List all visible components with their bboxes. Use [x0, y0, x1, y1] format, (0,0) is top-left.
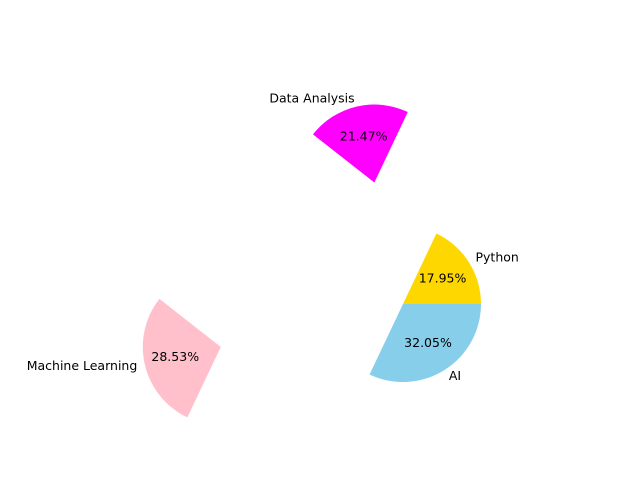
slice-label-python: Python [476, 250, 519, 265]
pie-slice-data-analysis [312, 104, 408, 183]
slice-percent-machine-learning: 28.53% [151, 349, 199, 364]
slice-percent-python: 17.95% [419, 270, 467, 285]
pie-slice-machine-learning [142, 298, 221, 418]
slice-percent-data-analysis: 21.47% [340, 128, 388, 143]
pie-slice-python [403, 233, 481, 304]
slice-label-machine-learning: Machine Learning [27, 358, 138, 373]
pie-slices [142, 104, 481, 418]
slice-label-data-analysis: Data Analysis [269, 91, 354, 106]
pie-labels: Python 17.95% Data Analysis 21.47% Machine L… [27, 91, 519, 383]
slice-percent-ai: 32.05% [404, 335, 452, 350]
slice-label-ai: AI [449, 368, 461, 383]
pie-slice-ai [369, 304, 481, 382]
